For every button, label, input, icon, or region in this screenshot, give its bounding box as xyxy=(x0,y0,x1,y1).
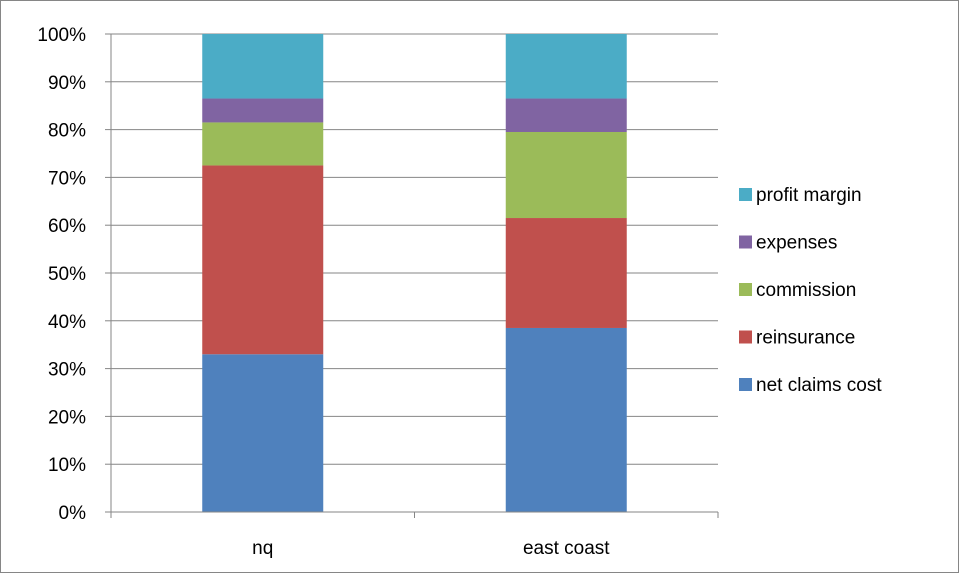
y-tick-label: 30% xyxy=(48,360,86,381)
legend-swatch xyxy=(739,330,752,344)
x-category-label: nq xyxy=(252,538,273,559)
bar-segment-reinsurance-nq xyxy=(202,165,324,355)
x-axis-category-labels: nq east coast xyxy=(252,538,610,559)
x-category-label: east coast xyxy=(523,538,610,559)
bar-segment-profit-margin-east-coast xyxy=(505,34,627,99)
legend-label: expenses xyxy=(756,233,837,254)
bar-segment-commission-nq xyxy=(202,122,324,166)
legend-swatch xyxy=(739,283,752,296)
y-tick-label: 40% xyxy=(48,312,86,333)
y-tick-label: 100% xyxy=(37,25,86,46)
legend-label: reinsurance xyxy=(756,328,855,349)
y-tick-label: 0% xyxy=(59,503,87,524)
legend-swatch xyxy=(739,235,752,249)
y-tick-label: 80% xyxy=(48,121,86,142)
legend-swatch xyxy=(739,188,752,201)
y-axis-tick-labels: 0% 10% 20% 30% 40% 50% 60% 70% 80% 90% 100% xyxy=(37,25,86,524)
y-tick-label: 60% xyxy=(48,216,86,237)
bar-segment-expenses-nq xyxy=(202,98,324,123)
legend-swatch xyxy=(739,378,752,391)
bar-segment-commission-east-coast xyxy=(505,131,627,219)
bar-segment-reinsurance-east-coast xyxy=(505,218,627,328)
legend-label: commission xyxy=(756,280,856,301)
bar-segment-net-claims-cost-nq xyxy=(202,354,324,512)
legend-label: profit margin xyxy=(756,185,862,206)
legend-label: net claims cost xyxy=(756,375,882,396)
y-tick-label: 90% xyxy=(48,73,86,94)
bar-segment-net-claims-cost-east-coast xyxy=(505,327,627,512)
axes xyxy=(105,33,719,518)
y-tick-label: 70% xyxy=(48,168,86,189)
y-tick-label: 20% xyxy=(48,407,86,428)
bar-segment-expenses-east-coast xyxy=(505,98,627,132)
y-tick-label: 50% xyxy=(48,264,86,285)
bar-segment-profit-margin-nq xyxy=(202,34,324,99)
bars xyxy=(202,34,627,512)
y-tick-label: 10% xyxy=(48,455,86,476)
gridlines xyxy=(111,33,718,465)
legend: profit margin expenses commission reinsuran… xyxy=(739,185,882,396)
